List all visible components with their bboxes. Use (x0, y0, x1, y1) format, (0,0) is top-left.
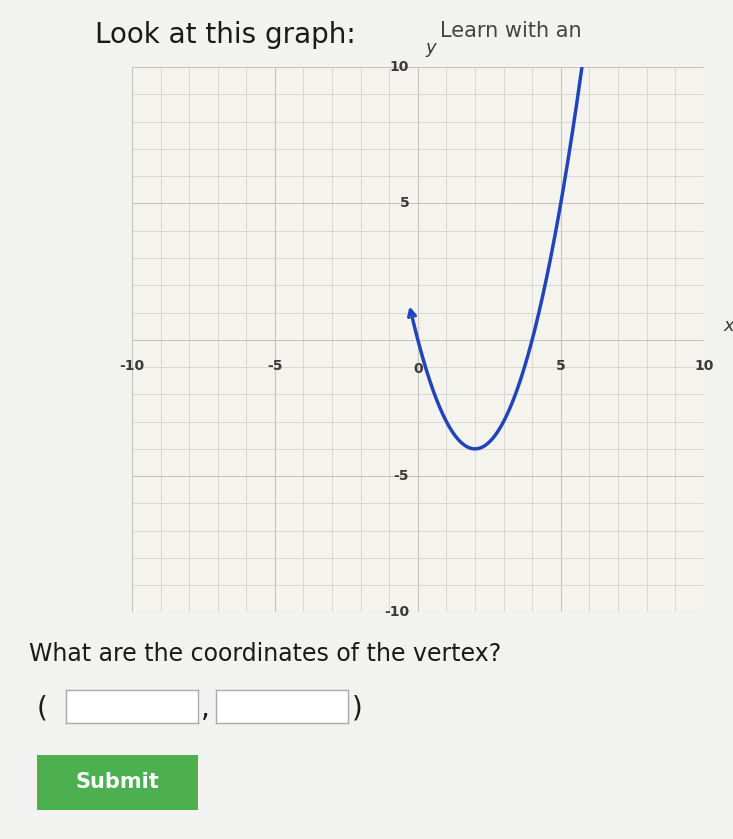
Text: ,: , (201, 695, 210, 723)
Text: 10: 10 (694, 359, 713, 373)
Text: -5: -5 (267, 359, 283, 373)
Text: -10: -10 (119, 359, 144, 373)
Text: Look at this graph:: Look at this graph: (95, 21, 356, 49)
Text: 5: 5 (399, 196, 409, 211)
Text: 0: 0 (413, 362, 423, 376)
Text: 10: 10 (390, 60, 409, 74)
Text: -10: -10 (384, 606, 409, 619)
Text: 5: 5 (556, 359, 566, 373)
Text: x: x (723, 317, 733, 335)
Text: What are the coordinates of the vertex?: What are the coordinates of the vertex? (29, 642, 501, 666)
Text: y: y (425, 39, 435, 57)
Text: ): ) (352, 695, 363, 723)
Text: (: ( (37, 695, 48, 723)
Text: -5: -5 (394, 469, 409, 483)
Text: Submit: Submit (75, 773, 159, 792)
Text: Learn with an: Learn with an (440, 21, 581, 41)
